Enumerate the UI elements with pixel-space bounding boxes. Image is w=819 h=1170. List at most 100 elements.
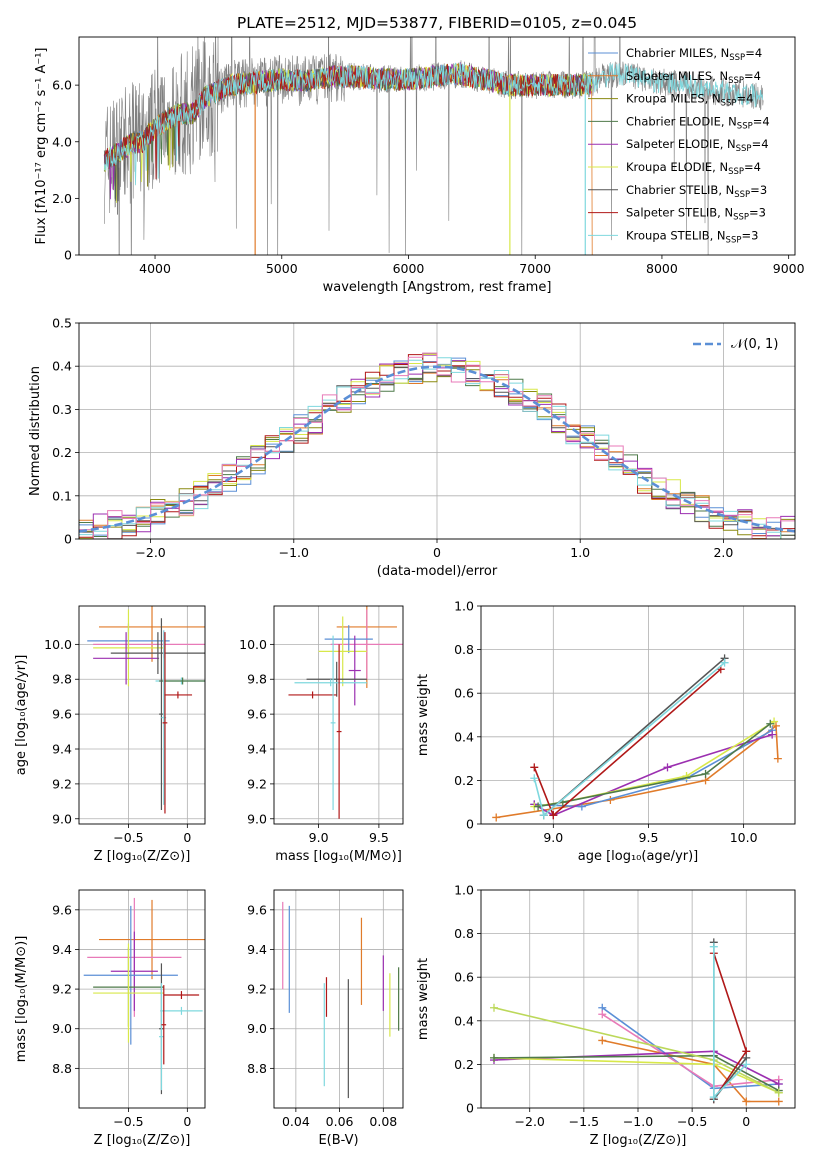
y-tick-label: 0.8 xyxy=(454,926,474,941)
legend-n-ssp: 4 xyxy=(762,114,769,128)
series-line xyxy=(709,942,751,1102)
y-tick-label: 9.4 xyxy=(52,942,72,957)
x-tick-label: −1.0 xyxy=(279,545,309,560)
x-tick-label: −0.5 xyxy=(677,1114,707,1129)
y-tick-label: 0 xyxy=(466,1101,474,1116)
y-tick-label: 9.6 xyxy=(52,902,72,917)
data-point xyxy=(348,635,361,706)
x-tick-label: 9.0 xyxy=(543,830,563,845)
y-tick-label: 9.6 xyxy=(247,707,267,722)
x-tick-label: 5000 xyxy=(266,261,298,276)
x-tick-label: −0.5 xyxy=(113,830,143,845)
data-point xyxy=(159,618,164,811)
y-tick-label: 0.3 xyxy=(52,402,72,417)
y-tick-label: 9.0 xyxy=(52,1021,72,1036)
legend-n-ssp: 4 xyxy=(761,137,768,151)
data-point xyxy=(110,931,158,1011)
x-tick-label: 10.0 xyxy=(730,830,758,845)
axes-frame xyxy=(78,322,796,540)
x-tick-label: −2.0 xyxy=(135,545,165,560)
legend-label: Kroupa MILES, NSSP=4 xyxy=(626,92,753,109)
y-axis-label: mass weight xyxy=(416,958,431,1040)
x-tick-label: −0.5 xyxy=(113,1114,143,1129)
x-axis-label: Z [log₁₀(Z/Z⊙)] xyxy=(94,849,191,864)
plus-marker xyxy=(530,763,539,772)
data-point xyxy=(330,635,336,811)
series-line xyxy=(489,1003,783,1097)
legend-series-name: Kroupa MILES xyxy=(626,92,705,106)
y-axis-label: age [log₁₀(age/yr)] xyxy=(14,655,29,776)
plus-marker xyxy=(773,754,782,763)
legend-series-name: Kroupa ELODIE xyxy=(626,160,712,174)
data-point xyxy=(83,905,178,1045)
plus-marker xyxy=(766,719,775,728)
y-axis-label: mass weight xyxy=(416,674,431,756)
data-point xyxy=(93,632,160,685)
series-line xyxy=(530,717,779,811)
plus-marker xyxy=(720,658,729,667)
histogram xyxy=(79,360,795,539)
x-axis-label: age [log₁₀(age/yr)] xyxy=(578,849,699,864)
y-tick-label: 9.8 xyxy=(247,672,267,687)
x-axis-label: Z [log₁₀(Z/Z⊙)] xyxy=(94,1133,191,1148)
plot-area xyxy=(288,606,403,819)
x-tick-label: 8000 xyxy=(646,261,678,276)
chart-title: PLATE=2512, MJD=53877, FIBERID=0105, z=0… xyxy=(237,14,637,32)
data-point xyxy=(93,609,164,687)
legend-label: Salpeter MILES, NSSP=4 xyxy=(626,69,761,86)
y-tick-label: 0.4 xyxy=(454,729,474,744)
y-tick-label: 1.0 xyxy=(454,599,474,614)
plot-area xyxy=(83,897,205,1095)
x-axis-label: wavelength [Angstrom, rest frame] xyxy=(323,280,552,295)
panel-weight_vs_age: 9.0 9.5 10.0 0 0.2 0.4 0.6 0.8 1.0 age [log₁₀(age… xyxy=(416,599,796,864)
plus-marker xyxy=(530,774,539,783)
y-tick-label: 0.4 xyxy=(454,1013,474,1028)
y-tick-label: 0.8 xyxy=(454,642,474,657)
legend-label: Chabrier ELODIE, NSSP=4 xyxy=(626,114,770,131)
axes-frame xyxy=(78,36,796,256)
data-point xyxy=(110,632,205,675)
x-tick-label: 9.5 xyxy=(369,830,389,845)
legend-series-name: Salpeter STELIB xyxy=(626,206,717,220)
data-point xyxy=(93,943,164,1043)
plus-marker xyxy=(492,813,501,822)
panel-spectrum: 4000 5000 6000 7000 8000 9000 0 2.0 4.0 6.0 wavele… xyxy=(34,14,805,295)
plot-area xyxy=(103,37,764,255)
legend-n-ssp: 4 xyxy=(746,92,753,106)
x-tick-label: 0 xyxy=(183,1114,191,1129)
x-tick-label: 9.5 xyxy=(639,830,659,845)
legend-label: Salpeter ELODIE, NSSP=4 xyxy=(626,137,769,154)
legend-series-name: Kroupa STELIB xyxy=(626,228,710,242)
legend-series-name: Chabrier STELIB xyxy=(626,183,718,197)
y-tick-label: 9.8 xyxy=(52,672,72,687)
legend-series-name: Chabrier ELODIE xyxy=(626,114,721,128)
y-tick-label: 9.0 xyxy=(247,1021,267,1036)
plus-marker xyxy=(774,1097,783,1106)
plus-marker xyxy=(742,1060,751,1069)
y-tick-label: 0 xyxy=(64,248,72,263)
x-axis-label: Z [log₁₀(Z/Z⊙)] xyxy=(590,1133,687,1148)
plus-marker xyxy=(742,1097,751,1106)
data-point xyxy=(163,691,193,699)
y-tick-label: 0.1 xyxy=(52,488,72,503)
y-tick-label: 2.0 xyxy=(52,191,72,206)
legend-n-ssp: 3 xyxy=(751,228,758,242)
y-tick-label: 10.0 xyxy=(44,637,72,652)
y-tick-label: 8.8 xyxy=(52,1061,72,1076)
x-tick-label: 1.0 xyxy=(570,545,590,560)
plus-marker xyxy=(774,1088,783,1097)
y-tick-label: 9.2 xyxy=(52,982,72,997)
plus-marker xyxy=(709,1093,718,1102)
data-point xyxy=(161,985,167,1065)
data-point xyxy=(159,677,205,685)
legend-n-ssp: 3 xyxy=(759,206,766,220)
series-line xyxy=(534,719,775,811)
legend-label: Kroupa ELODIE, NSSP=4 xyxy=(626,160,761,177)
y-tick-label: 9.6 xyxy=(52,707,72,722)
y-tick-label: 0 xyxy=(64,532,72,547)
y-tick-label: 9.6 xyxy=(247,902,267,917)
x-tick-label: 0.06 xyxy=(326,1114,354,1129)
axes-frame xyxy=(480,889,796,1109)
legend-n-ssp: 4 xyxy=(755,46,762,60)
plot-area xyxy=(492,654,782,822)
